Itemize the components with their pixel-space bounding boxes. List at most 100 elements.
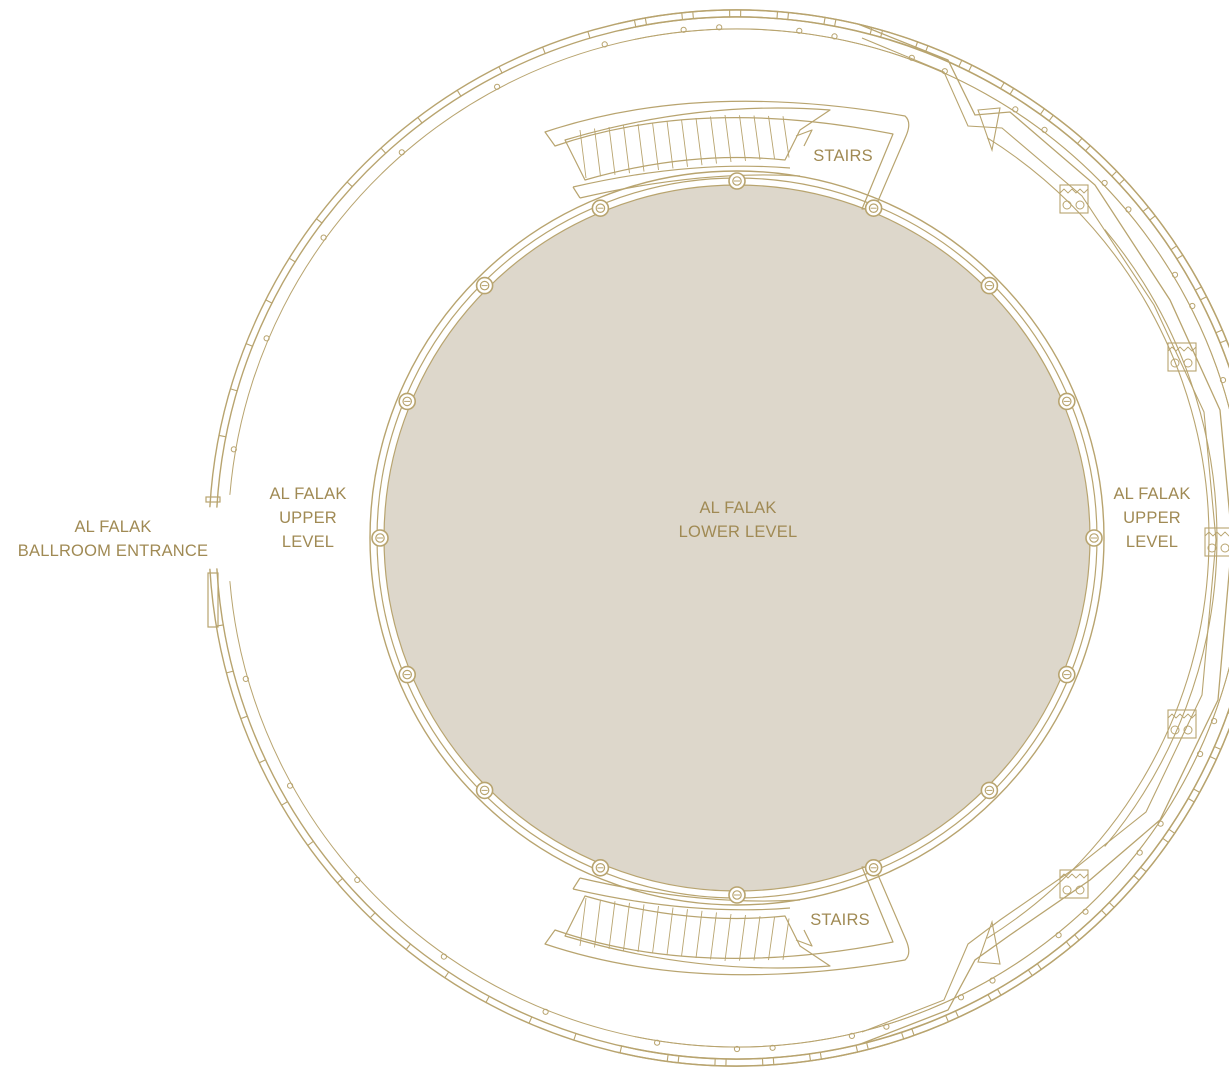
window-mullion-icon bbox=[240, 715, 248, 720]
stair-tread-icon bbox=[666, 120, 674, 169]
pilaster-icon bbox=[1157, 820, 1164, 827]
stair-tread-icon bbox=[739, 115, 746, 161]
pilaster-icon bbox=[354, 876, 361, 884]
window-mullion-icon bbox=[245, 343, 254, 347]
right-facade bbox=[857, 23, 1229, 1046]
window-mullion-icon bbox=[1142, 206, 1150, 213]
window-mullion-icon bbox=[1162, 837, 1170, 843]
window-mullion-icon bbox=[498, 66, 503, 74]
window-mullion-icon bbox=[1187, 797, 1195, 803]
window-mullion-icon bbox=[444, 971, 450, 979]
window-mullion-icon bbox=[1048, 114, 1054, 122]
window-mullion-icon bbox=[1118, 178, 1125, 185]
stairs-top bbox=[544, 100, 910, 210]
window-mullion-icon bbox=[968, 64, 973, 72]
pilaster-icon bbox=[242, 675, 249, 683]
window-mullion-icon bbox=[787, 11, 790, 21]
inner-wall-line bbox=[229, 28, 1229, 1048]
pilaster-icon bbox=[680, 26, 687, 33]
stair-tread-icon bbox=[594, 899, 601, 948]
pilaster-icon bbox=[831, 33, 838, 40]
upper-level-right-edge bbox=[1104, 229, 1218, 847]
outer-wall-line bbox=[216, 16, 1229, 1060]
pilaster-icon bbox=[440, 953, 447, 960]
window-mullion-icon bbox=[869, 26, 873, 35]
window-mullion-icon bbox=[855, 1044, 859, 1053]
stair-run bbox=[564, 895, 831, 969]
stair-tread-icon bbox=[710, 116, 717, 164]
stair-landing-line bbox=[579, 877, 801, 902]
stair-enclosure bbox=[544, 866, 910, 976]
entrance-door-panel bbox=[207, 572, 219, 628]
window-mullion-icon bbox=[1193, 788, 1201, 793]
window-mullion-icon bbox=[369, 912, 376, 919]
stair-tread-icon bbox=[782, 116, 790, 158]
window-mullion-icon bbox=[1215, 329, 1223, 334]
window-mullion-icon bbox=[485, 995, 490, 1004]
stair-tread-icon bbox=[608, 901, 616, 950]
facade-ornament-icon bbox=[1059, 184, 1089, 214]
window-mullion-icon bbox=[528, 1016, 533, 1024]
facade-door-notch bbox=[977, 107, 1001, 153]
stair-enclosure bbox=[544, 100, 910, 210]
window-mullion-icon bbox=[336, 877, 344, 884]
window-mullion-icon bbox=[1036, 963, 1042, 971]
upper-level-right-label: AL FALAK UPPER LEVEL bbox=[1113, 485, 1191, 551]
upper-level-right-edge bbox=[986, 137, 1210, 939]
outer-wall bbox=[205, 9, 1229, 1067]
stair-tread-icon bbox=[768, 917, 775, 961]
pilaster-icon bbox=[287, 782, 294, 789]
stair-tread-icon bbox=[681, 909, 688, 957]
pilaster-icon bbox=[883, 1023, 890, 1030]
facade-door-notch bbox=[977, 919, 1001, 965]
stair-tread-icon bbox=[710, 912, 717, 960]
window-mullion-icon bbox=[1194, 286, 1203, 291]
window-mullion-icon bbox=[1176, 254, 1184, 260]
facade-outer-line bbox=[857, 23, 1229, 1046]
window-mullion-icon bbox=[866, 1042, 869, 1050]
window-mullion-icon bbox=[900, 1031, 905, 1040]
stairs-bottom-label: STAIRS bbox=[810, 911, 870, 929]
window-mullion-icon bbox=[1133, 875, 1140, 881]
pilaster-icon bbox=[230, 446, 237, 453]
mezzanine-edge bbox=[369, 170, 1105, 906]
column-icon bbox=[591, 858, 610, 877]
stair-tread-icon bbox=[579, 129, 587, 179]
pilaster-icon bbox=[1197, 750, 1204, 758]
stair-tread-icon bbox=[753, 115, 761, 160]
stair-tread-icon bbox=[652, 122, 659, 171]
stair-tread-icon bbox=[782, 918, 790, 960]
window-mullion-icon bbox=[633, 19, 637, 28]
window-mullion-icon bbox=[288, 257, 296, 263]
pilaster-icon bbox=[263, 335, 270, 342]
window-mullion-icon bbox=[808, 1053, 812, 1062]
window-mullion-icon bbox=[681, 12, 684, 21]
column-icon bbox=[475, 781, 494, 800]
stair-tread-icon bbox=[637, 904, 645, 953]
window-mullion-icon bbox=[265, 299, 273, 304]
stair-tread-icon bbox=[681, 119, 688, 167]
window-mullion-icon bbox=[677, 1055, 680, 1064]
window-mullion-icon bbox=[911, 1028, 915, 1036]
ballroom-entrance-label: AL FALAK BALLROOM ENTRANCE bbox=[17, 518, 209, 560]
window-mullion-icon bbox=[772, 1057, 775, 1066]
pilaster-icon bbox=[1101, 179, 1108, 187]
window-mullion-icon bbox=[776, 11, 779, 20]
window-mullion-icon bbox=[958, 59, 963, 68]
pilaster-icon bbox=[957, 994, 965, 1001]
stair-tread-icon bbox=[608, 126, 616, 175]
pilaster-icon bbox=[654, 1039, 661, 1046]
window-mullion-icon bbox=[1074, 934, 1080, 941]
window-mullion-icon bbox=[405, 943, 412, 951]
pilaster-icon bbox=[989, 977, 996, 984]
pilaster-icon bbox=[716, 24, 723, 31]
stair-tread-icon bbox=[623, 902, 630, 951]
window-mullion-icon bbox=[1140, 866, 1147, 873]
window-mullion-icon bbox=[692, 11, 694, 20]
pilaster-icon bbox=[1041, 126, 1048, 133]
window-mullion-icon bbox=[834, 18, 837, 27]
pilaster-icon bbox=[1082, 908, 1089, 915]
stair-arrow-icon bbox=[795, 129, 813, 147]
window-mullion-icon bbox=[229, 388, 238, 392]
